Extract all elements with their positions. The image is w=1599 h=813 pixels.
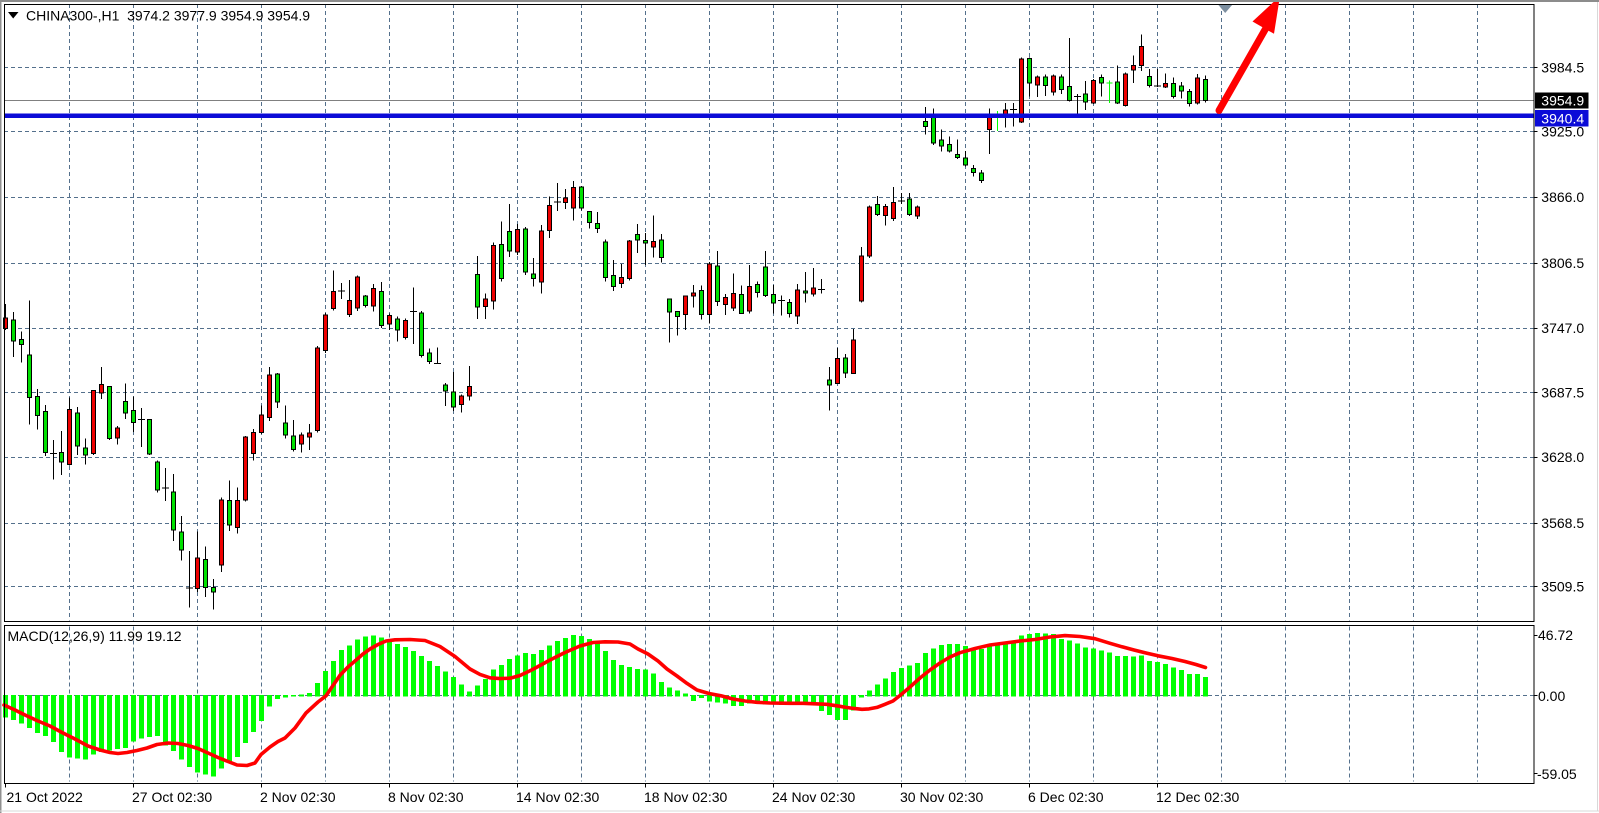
svg-text:6 Dec 02:30: 6 Dec 02:30	[1028, 789, 1104, 805]
svg-text:CHINA300-,H1 3974.2 3977.9 39: CHINA300-,H1 3974.2 3977.9 3954.9 3954.9	[26, 8, 310, 24]
svg-text:3984.5: 3984.5	[1541, 59, 1584, 75]
svg-text:30 Nov 02:30: 30 Nov 02:30	[900, 789, 983, 805]
svg-text:3806.5: 3806.5	[1541, 255, 1584, 271]
svg-text:-59.05: -59.05	[1537, 766, 1577, 782]
svg-text:3509.5: 3509.5	[1541, 579, 1584, 595]
svg-text:2 Nov 02:30: 2 Nov 02:30	[260, 789, 336, 805]
svg-text:MACD(12,26,9) 11.99 19.12: MACD(12,26,9) 11.99 19.12	[8, 628, 182, 644]
svg-text:3954.9: 3954.9	[1541, 93, 1584, 109]
svg-text:18 Nov 02:30: 18 Nov 02:30	[644, 789, 727, 805]
svg-text:24 Nov 02:30: 24 Nov 02:30	[772, 789, 855, 805]
svg-text:8 Nov 02:30: 8 Nov 02:30	[388, 789, 464, 805]
svg-text:3940.4: 3940.4	[1541, 111, 1584, 127]
svg-text:14 Nov 02:30: 14 Nov 02:30	[516, 789, 599, 805]
svg-text:3747.0: 3747.0	[1541, 320, 1584, 336]
svg-text:46.72: 46.72	[1538, 627, 1573, 643]
svg-text:3568.5: 3568.5	[1541, 515, 1584, 531]
svg-text:3628.0: 3628.0	[1541, 449, 1584, 465]
svg-text:12 Dec 02:30: 12 Dec 02:30	[1156, 789, 1239, 805]
svg-text:3687.5: 3687.5	[1541, 384, 1584, 400]
svg-text:27 Oct 02:30: 27 Oct 02:30	[132, 789, 212, 805]
svg-text:0.00: 0.00	[1538, 688, 1565, 704]
svg-text:21 Oct 2022: 21 Oct 2022	[7, 789, 83, 805]
svg-text:3866.0: 3866.0	[1541, 189, 1584, 205]
svg-text:3925.0: 3925.0	[1541, 124, 1584, 140]
